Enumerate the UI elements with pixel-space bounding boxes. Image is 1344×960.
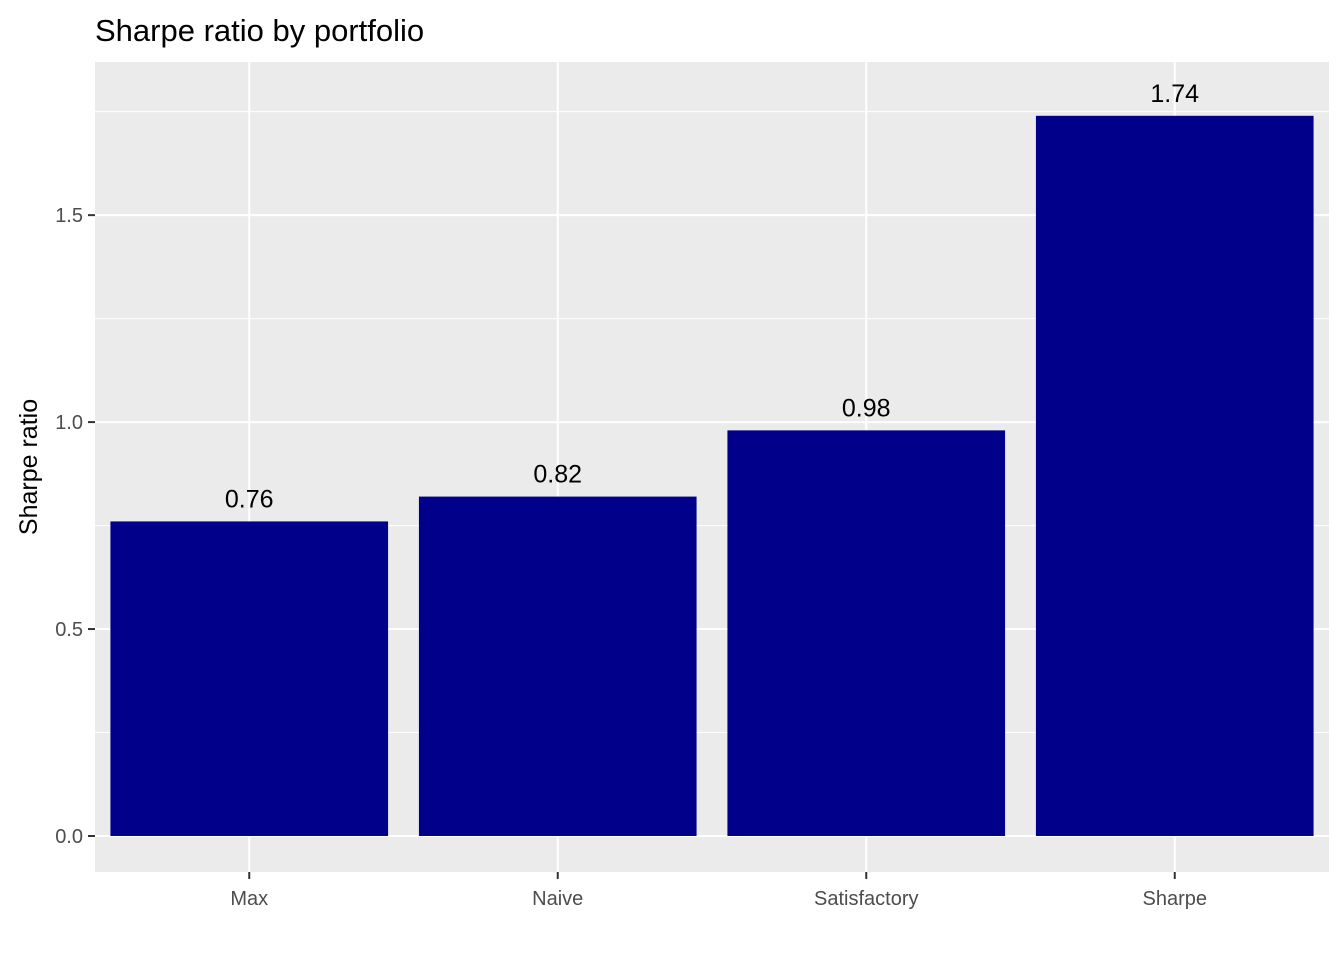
bar-naive [418,496,697,836]
y-axis: 0.0 0.5 1.0 1.5 [55,205,95,848]
y-tick-label: 1.0 [55,412,83,434]
data-labels-group: 0.76 0.82 0.98 1.74 [225,80,1199,514]
bars-group [110,115,1314,836]
bar-satisfactory [727,430,1006,836]
y-tick-label: 0.0 [55,826,83,848]
data-label-satisfactory: 0.98 [842,394,891,422]
y-tick-label: 0.5 [55,619,83,641]
x-axis: Max Naive Satisfactory Sharpe [230,872,1207,910]
data-label-naive: 0.82 [533,461,582,489]
x-tick-label-max: Max [230,888,268,910]
data-label-sharpe: 1.74 [1150,80,1199,108]
x-tick-label-satisfactory: Satisfactory [814,888,918,910]
bar-max [110,521,389,836]
chart-title: Sharpe ratio by portfolio [95,13,424,48]
x-tick-label-naive: Naive [532,888,583,910]
bar-sharpe [1035,115,1314,836]
y-tick-label: 1.5 [55,205,83,227]
data-label-max: 0.76 [225,485,274,513]
y-axis-title: Sharpe ratio [15,399,43,535]
x-tick-label-sharpe: Sharpe [1143,888,1208,910]
